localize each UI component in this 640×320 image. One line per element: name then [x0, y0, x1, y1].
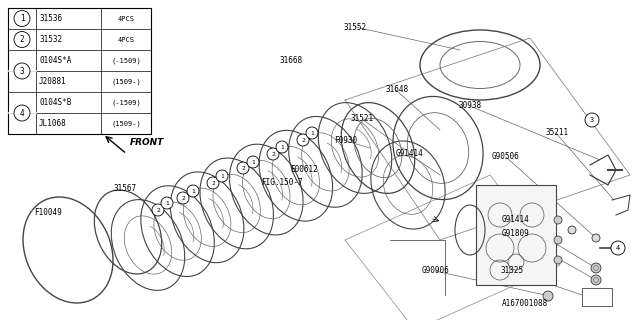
Text: 1: 1 — [310, 131, 314, 135]
Text: 4PCS: 4PCS — [118, 36, 134, 43]
Text: 1: 1 — [280, 145, 284, 149]
Text: 3: 3 — [20, 67, 24, 76]
Text: 1: 1 — [220, 173, 224, 179]
Text: 2: 2 — [301, 138, 305, 142]
Text: 31648: 31648 — [385, 85, 408, 94]
Text: 35211: 35211 — [545, 128, 568, 137]
Text: A167001088: A167001088 — [502, 300, 548, 308]
Text: 0104S*A: 0104S*A — [39, 56, 72, 65]
Text: 1: 1 — [251, 159, 255, 164]
Circle shape — [14, 105, 30, 121]
Circle shape — [207, 177, 219, 189]
Text: 2: 2 — [156, 207, 160, 212]
Circle shape — [611, 241, 625, 255]
Text: 31325: 31325 — [500, 266, 524, 275]
Circle shape — [591, 263, 601, 273]
Bar — [582, 288, 612, 306]
Text: 2: 2 — [211, 180, 215, 186]
Circle shape — [237, 162, 249, 174]
Circle shape — [297, 134, 309, 146]
Circle shape — [585, 113, 599, 127]
Circle shape — [554, 236, 562, 244]
Text: G91809: G91809 — [501, 229, 529, 238]
Text: G91414: G91414 — [396, 149, 424, 158]
Circle shape — [14, 31, 30, 47]
Text: 1: 1 — [191, 188, 195, 194]
Circle shape — [267, 148, 279, 160]
Text: 0104S*B: 0104S*B — [39, 98, 72, 107]
Text: 31521: 31521 — [350, 114, 373, 123]
Text: FIG.150-7: FIG.150-7 — [260, 178, 303, 187]
Text: 4PCS: 4PCS — [118, 15, 134, 21]
Circle shape — [187, 185, 199, 197]
Text: 3: 3 — [590, 117, 594, 123]
Text: F10049: F10049 — [34, 208, 62, 217]
Text: FRONT: FRONT — [130, 138, 164, 147]
Text: 2: 2 — [181, 196, 185, 201]
Circle shape — [554, 256, 562, 264]
Circle shape — [247, 156, 259, 168]
Circle shape — [216, 170, 228, 182]
Text: (-1509): (-1509) — [111, 57, 141, 64]
Circle shape — [161, 197, 173, 209]
Circle shape — [177, 192, 189, 204]
Circle shape — [306, 127, 318, 139]
Text: (1509-): (1509-) — [111, 78, 141, 85]
Text: 31536: 31536 — [39, 14, 62, 23]
Text: JL1068: JL1068 — [39, 119, 67, 128]
Text: J20881: J20881 — [39, 77, 67, 86]
Text: G91414: G91414 — [501, 215, 529, 224]
Circle shape — [152, 204, 164, 216]
Text: F0930: F0930 — [334, 136, 357, 145]
Text: G90906: G90906 — [421, 266, 449, 275]
Text: (-1509): (-1509) — [111, 99, 141, 106]
Text: 4: 4 — [20, 108, 24, 117]
Text: 30938: 30938 — [459, 101, 482, 110]
Text: 1: 1 — [20, 14, 24, 23]
Text: E00612: E00612 — [290, 165, 318, 174]
Text: G90506: G90506 — [492, 152, 520, 161]
Text: 31552: 31552 — [344, 23, 367, 32]
Text: 31668: 31668 — [280, 56, 303, 65]
Bar — [8, 8, 151, 134]
Circle shape — [14, 11, 30, 27]
Text: (1509-): (1509-) — [111, 120, 141, 127]
Circle shape — [592, 234, 600, 242]
Text: 2: 2 — [241, 165, 245, 171]
Text: 1: 1 — [165, 201, 169, 205]
Circle shape — [14, 63, 30, 79]
Bar — [476, 185, 556, 285]
Text: 2: 2 — [271, 151, 275, 156]
Circle shape — [591, 275, 601, 285]
Circle shape — [554, 216, 562, 224]
Text: 4: 4 — [616, 245, 620, 251]
Text: 31532: 31532 — [39, 35, 62, 44]
Circle shape — [543, 291, 553, 301]
Text: 2: 2 — [20, 35, 24, 44]
Circle shape — [568, 226, 576, 234]
Circle shape — [276, 141, 288, 153]
Text: 31567: 31567 — [113, 184, 136, 193]
